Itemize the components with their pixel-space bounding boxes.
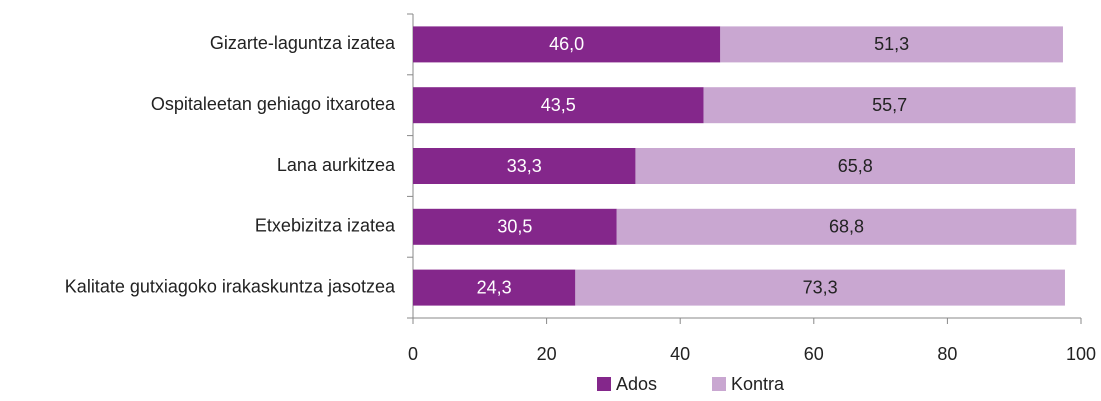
category-label: Kalitate gutxiagoko irakaskuntza jasotze… (65, 276, 396, 296)
bar-segment (635, 148, 1075, 184)
data-label: 30,5 (497, 217, 532, 237)
bar-segment (720, 26, 1063, 63)
bar-segment (616, 208, 1077, 245)
legend-swatch (597, 377, 611, 391)
x-tick-label: 40 (670, 344, 690, 364)
x-tick-label: 60 (804, 344, 824, 364)
legend-label: Kontra (731, 374, 785, 394)
category-label: Gizarte-laguntza izatea (210, 33, 396, 53)
bar-segment (413, 87, 704, 124)
bar-segment (413, 208, 617, 245)
data-label: 55,7 (872, 95, 907, 115)
x-tick-label: 80 (937, 344, 957, 364)
data-label: 24,3 (477, 277, 512, 297)
x-tick-label: 100 (1066, 344, 1096, 364)
legend-swatch (712, 377, 726, 391)
bar-segment (413, 148, 636, 184)
bar-segment (575, 269, 1065, 306)
data-label: 33,3 (507, 156, 542, 176)
bar-segment (413, 26, 721, 63)
data-label: 68,8 (829, 217, 864, 237)
category-label: Lana aurkitzea (277, 155, 396, 175)
category-label: Etxebizitza izatea (255, 216, 396, 236)
bar-segment (413, 269, 576, 306)
category-label: Ospitaleetan gehiago itxarotea (151, 94, 396, 114)
x-tick-label: 20 (537, 344, 557, 364)
bar-segment (703, 87, 1076, 124)
data-label: 46,0 (549, 34, 584, 54)
x-tick-label: 0 (408, 344, 418, 364)
data-label: 43,5 (541, 95, 576, 115)
data-label: 65,8 (838, 156, 873, 176)
data-label: 51,3 (874, 34, 909, 54)
data-label: 73,3 (803, 277, 838, 297)
legend-label: Ados (616, 374, 657, 394)
